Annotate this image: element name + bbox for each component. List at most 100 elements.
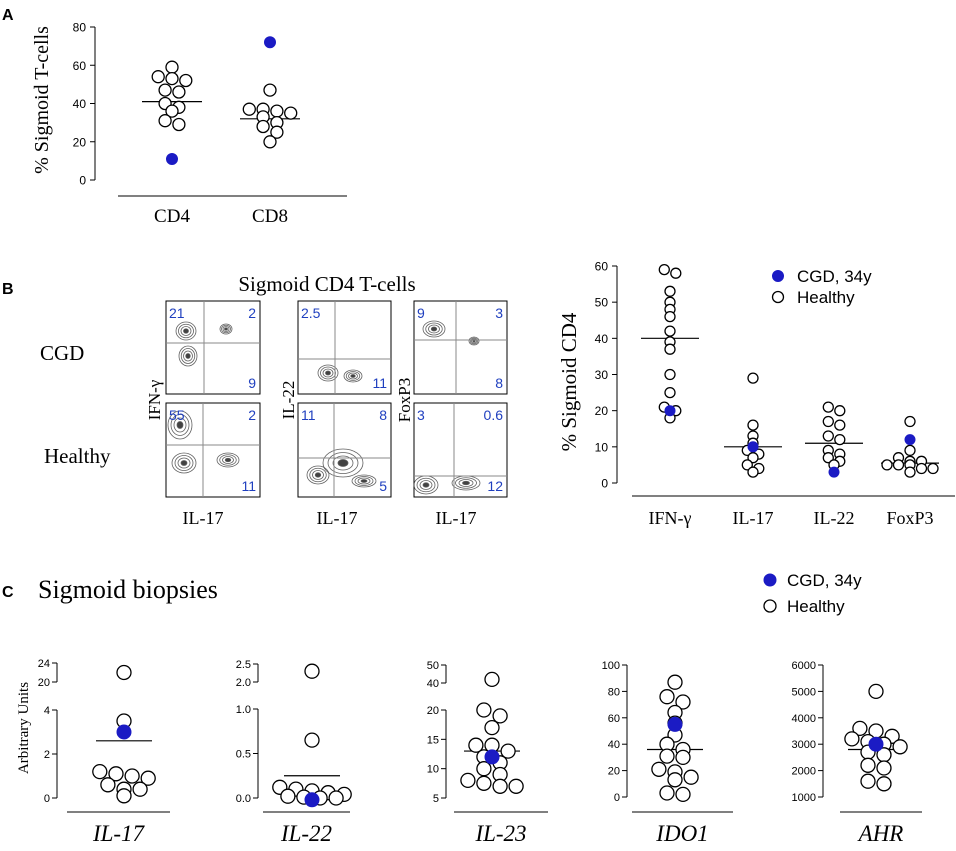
chart-b-ytick-label-6: 60 — [595, 260, 609, 274]
chart-b-healthy-point-0-0 — [658, 263, 670, 276]
flow-plot-5-quadrant-ur: 8 — [379, 407, 387, 423]
chart-c-ahr-gene-label: AHR — [857, 821, 904, 846]
flow-plot-6-contour-0-3 — [416, 477, 436, 493]
chart-c-il-23-healthy-point-0 — [484, 671, 500, 688]
flow-plot-4-contour-1-1 — [180, 460, 188, 466]
chart-b-ylabel: % Sigmoid CD4 — [557, 312, 581, 451]
chart-b-category-label-2: IL-22 — [814, 508, 855, 528]
chart-c-ahr-ytick-label-2: 3000 — [792, 739, 816, 751]
flow-row-label-cgd: CGD — [40, 341, 84, 365]
flow-plot-5-contour-0-1 — [314, 472, 322, 478]
flow-plot-1-contour-2-4 — [219, 323, 233, 335]
chart-b-healthy-point-3-8 — [915, 462, 928, 475]
chart-c-il-22-cgd-point-0 — [304, 792, 320, 808]
flow-plot-1-quadrant-ul: 21 — [169, 305, 185, 321]
chart-c-il-23-healthy-point-13 — [492, 778, 508, 794]
chart-b-ytick-label-1: 10 — [595, 440, 609, 454]
chart-b-healthy-point-3-1 — [904, 444, 916, 457]
flow-plot-4-contour-0-2 — [173, 417, 187, 433]
chart-a-ytick-label-0: 0 — [79, 174, 86, 188]
chart-a-ytick-label-1: 20 — [73, 135, 87, 149]
chart-c-il-17-healthy-point-9 — [116, 788, 132, 804]
chart-c-il-23-cgd-point-0 — [484, 749, 500, 765]
chart-c-il-23-healthy-point-1 — [476, 702, 492, 718]
legend-c-cgd-marker — [763, 573, 777, 587]
flow-row-label-healthy: Healthy — [44, 444, 111, 468]
chart-c-ahr-healthy-point-13 — [876, 776, 892, 792]
chart-c-il-17-ytick-label-1: 2 — [44, 749, 50, 761]
flow-plot-4-quadrant-lr: 11 — [241, 478, 256, 494]
flow-plot-5-frame — [297, 402, 392, 498]
chart-c-il-23-healthy-point-3 — [484, 719, 500, 736]
chart-c-ido1-healthy-point-15 — [675, 786, 691, 803]
flow-plot-6-contour-0-2 — [419, 480, 433, 490]
flow-plot-4-quadrant-ul: 55 — [169, 407, 185, 423]
chart-b-healthy-point-1-0 — [747, 372, 759, 384]
flow-ylabel-foxp3: FoxP3 — [395, 378, 414, 422]
flow-plot-3-quadrant-ul: 9 — [417, 305, 425, 321]
flow-plot-2-quadrant-lr: 11 — [372, 375, 387, 391]
chart-c-ido1-healthy-point-12 — [683, 769, 699, 785]
chart-a-ytick-label-4: 80 — [73, 21, 87, 35]
chart-c-ido1-healthy-point-10 — [651, 761, 667, 777]
flow-xlabel-3: IL-17 — [436, 508, 477, 528]
chart-c-ahr-healthy-point-12 — [860, 773, 876, 789]
flow-plot-6-contour-1-1 — [462, 480, 470, 486]
flow-plot-1-contour-0-3 — [178, 323, 194, 339]
flow-plot-1-quadrant-lr: 9 — [248, 375, 256, 391]
biopsies-title: Sigmoid biopsies — [38, 575, 218, 604]
chart-c-ido1-healthy-point-2 — [675, 694, 691, 710]
chart-c-ido1-healthy-point-8 — [659, 748, 675, 764]
flow-plot-5-contour-1-2 — [332, 455, 354, 471]
chart-a-healthy-point-0-5 — [172, 85, 186, 99]
chart-a-healthy-point-0-4 — [158, 83, 172, 97]
chart-b-healthy-point-0-1 — [670, 267, 682, 279]
chart-c-il-23-healthy-point-6 — [500, 743, 516, 759]
flow-plot-3-contour-1-2 — [471, 338, 477, 344]
chart-b-healthy-point-2-1 — [834, 405, 846, 417]
flow-plot-1-contour-2-2 — [222, 326, 230, 332]
flow-plot-1-contour-0-1 — [183, 328, 189, 334]
chart-a-healthy-point-1-9 — [263, 135, 277, 149]
chart-c-il-17-ytick-label-4: 24 — [38, 658, 50, 670]
flow-plot-6-quadrant-lr: 12 — [487, 478, 503, 494]
chart-c-il-22-gene-label: IL-22 — [280, 821, 332, 846]
flow-ylabel-ifng: IFN-γ — [145, 379, 164, 420]
chart-a-healthy-point-1-3 — [270, 104, 284, 118]
chart-c-ido1-healthy-point-0 — [667, 674, 683, 690]
flow-plot-4-contour-1-2 — [177, 457, 191, 469]
legend-b-healthy-marker — [771, 290, 785, 304]
chart-b-healthy-point-2-8 — [822, 452, 834, 464]
flow-plot-1-contour-1-2 — [183, 350, 193, 362]
chart-b-healthy-point-0-2 — [664, 285, 676, 297]
chart-b-healthy-point-0-9 — [664, 368, 676, 381]
chart-b-healthy-point-3-6 — [892, 459, 905, 471]
chart-a-healthy-point-0-1 — [151, 70, 165, 84]
chart-c-ido1-healthy-point-9 — [675, 749, 691, 766]
chart-b-healthy-point-3-9 — [927, 462, 939, 475]
chart-c-il-22-ytick-label-2: 1.0 — [236, 704, 251, 716]
chart-c-ahr-ytick-label-0: 1000 — [792, 792, 816, 804]
chart-c-ido1-ytick-label-2: 40 — [608, 739, 620, 751]
flow-plot-6-quadrant-ul: 3 — [417, 407, 425, 423]
flow-plot-1-contour-0-2 — [180, 326, 192, 336]
chart-b-category-label-0: IFN-γ — [649, 508, 692, 528]
flow-plot-6-contour-1-2 — [458, 479, 474, 487]
flow-plot-2-quadrant-ul: 2.5 — [301, 305, 321, 321]
chart-c-ido1-ytick-label-3: 60 — [608, 713, 620, 725]
flow-plot-4-contour-0-3 — [170, 414, 190, 436]
flow-xlabel-2: IL-17 — [317, 508, 358, 528]
flow-plot-4-contour-1-4 — [171, 452, 197, 474]
panel-letter-c: C — [2, 584, 14, 601]
chart-b: 0 10 20 30 40 50 60 IFN-γ IL-17 IL-22 FoxP3 — [595, 260, 955, 528]
flow-plot-5-contour-1-3 — [327, 452, 359, 474]
chart-c-il-17-ytick-label-3: 20 — [38, 677, 50, 689]
flow-plot-1-contour-0-4 — [175, 321, 197, 341]
flow-plot-1-contour-1-3 — [180, 348, 196, 364]
flow-plot-1-contour-1-1 — [185, 353, 191, 359]
flow-plot-1-quadrant-ur: 2 — [248, 305, 256, 321]
chart-b-healthy-point-2-5 — [834, 433, 846, 446]
flow-plot-1-contour-2-3 — [221, 324, 231, 334]
chart-b-ytick-label-0: 0 — [601, 477, 608, 491]
flow-plot-5-contour-2-3 — [354, 476, 374, 486]
